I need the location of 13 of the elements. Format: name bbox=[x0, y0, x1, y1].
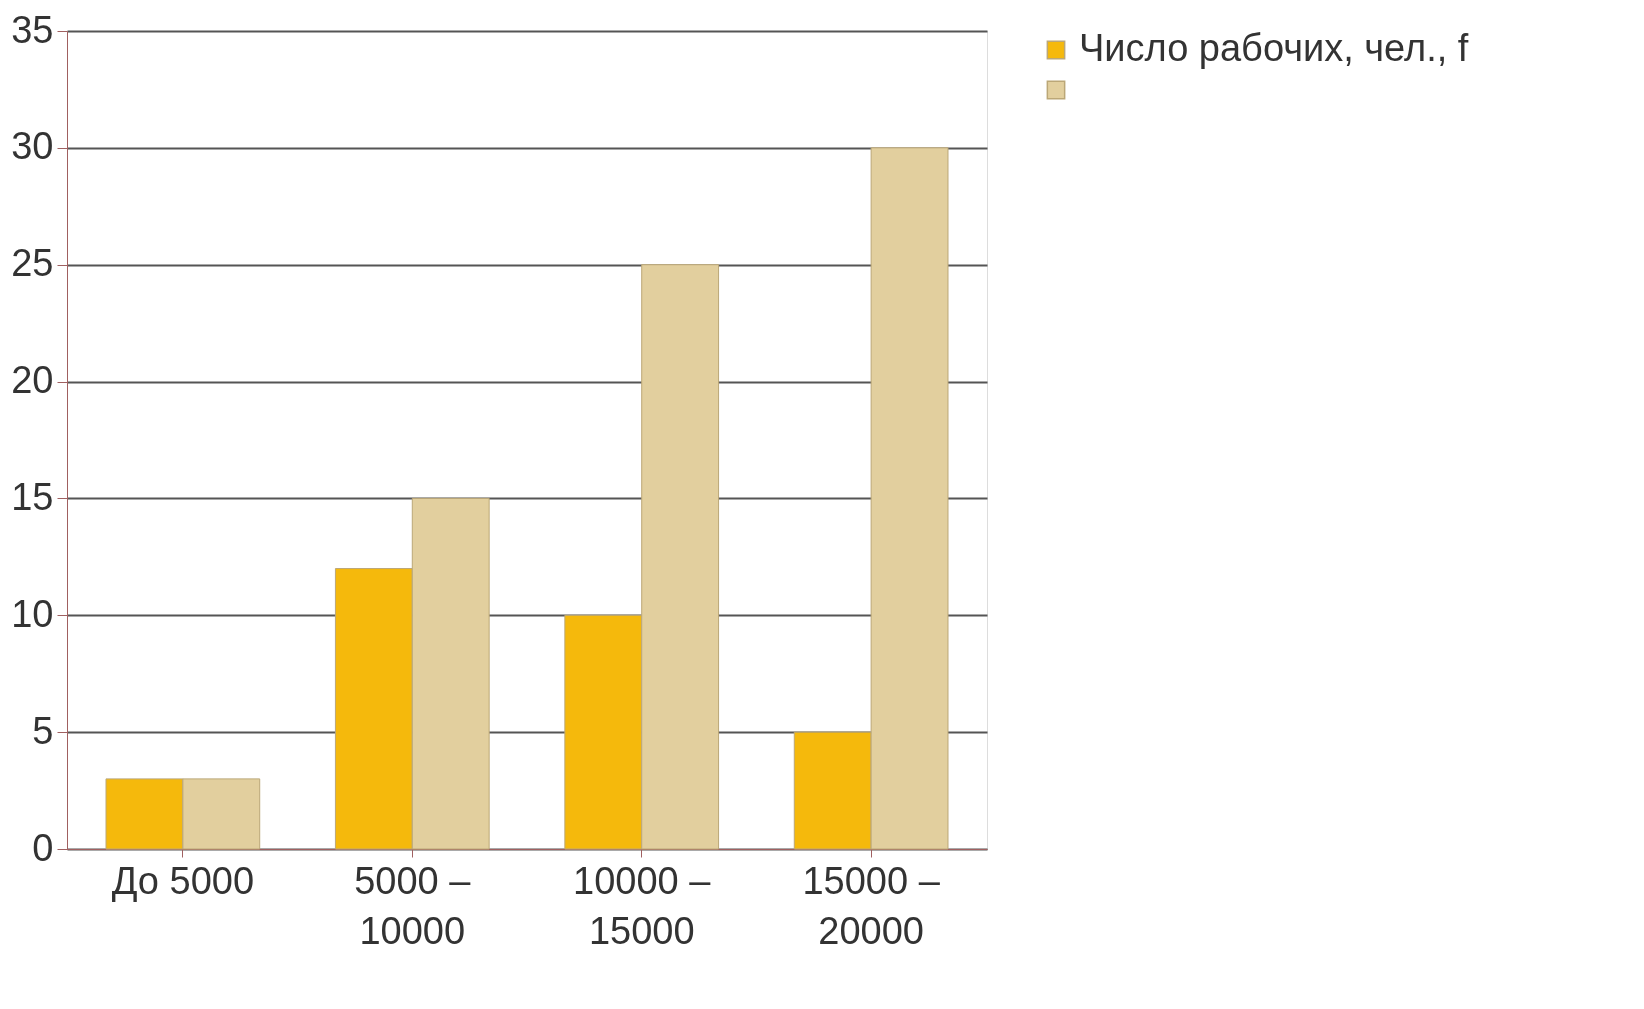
y-tick-label: 10 bbox=[11, 592, 54, 635]
y-tick-label: 30 bbox=[11, 125, 54, 168]
y-tick-label: 0 bbox=[32, 826, 54, 869]
y-tick-label: 20 bbox=[11, 359, 54, 402]
y-tick-label: 15 bbox=[11, 475, 54, 518]
legend-label: Число рабочих, чел., f bbox=[1079, 27, 1469, 69]
x-tick-label: 15000 – 20000 bbox=[802, 859, 941, 952]
y-tick-label: 35 bbox=[11, 8, 54, 51]
x-tick-label: 10000 – 15000 bbox=[573, 859, 712, 952]
x-tick-label: 5000 – 10000 bbox=[354, 859, 472, 952]
y-tick-label: 5 bbox=[32, 709, 54, 752]
x-tick-label: До 5000 bbox=[111, 859, 255, 902]
y-tick-label: 25 bbox=[11, 242, 54, 285]
